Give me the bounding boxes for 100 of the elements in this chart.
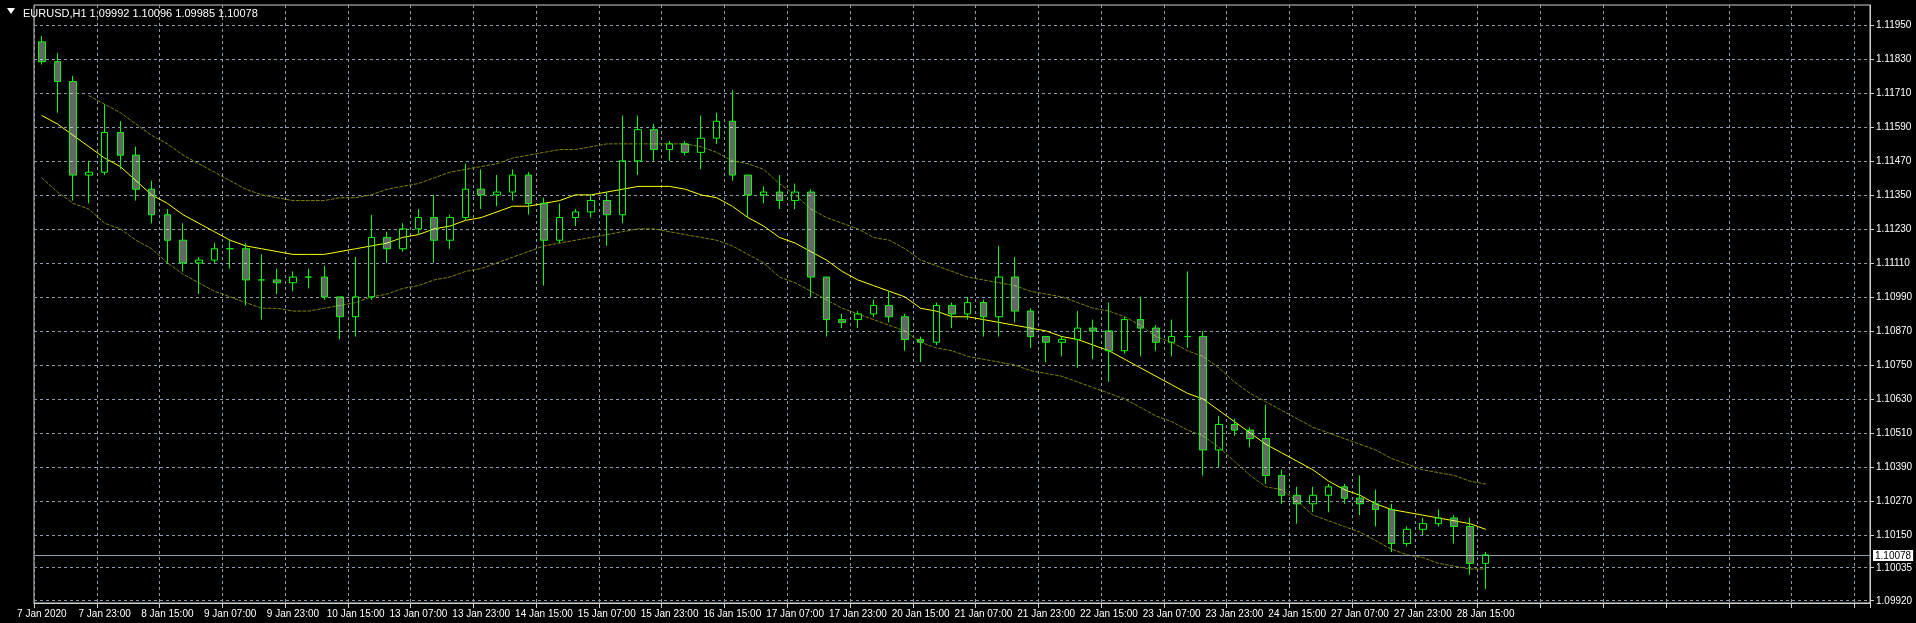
x-tick-label: 17 Jan 07:00 (766, 607, 825, 619)
x-tick-label: 15 Jan 23:00 (640, 607, 699, 619)
candlestick (242, 242, 250, 306)
candlestick (148, 180, 155, 224)
candlestick (760, 185, 767, 204)
candlestick (885, 290, 893, 323)
x-tick-label: 7 Jan 2020 (17, 607, 68, 619)
candlestick (211, 242, 218, 264)
candlestick (289, 270, 297, 292)
y-tick-label: 1.11590 (1876, 121, 1912, 133)
candlestick (477, 168, 485, 210)
x-tick-label: 16 Jan 15:00 (703, 607, 762, 619)
line-series (41, 177, 1487, 570)
candlestick (1121, 316, 1128, 355)
y-tick-label: 1.09920 (1876, 594, 1913, 606)
candlestick (681, 140, 689, 156)
ref-line-label: 1.10078 (1875, 549, 1912, 561)
candlestick (917, 336, 924, 363)
candlestick (744, 174, 752, 219)
candlestick (399, 222, 407, 253)
candlestick (1042, 336, 1050, 363)
candlestick (352, 256, 359, 338)
candlestick (619, 115, 626, 224)
x-tick-label: 13 Jan 23:00 (452, 607, 511, 619)
candlestick (1105, 302, 1113, 383)
candlestick (1058, 336, 1066, 357)
candlestick (38, 35, 46, 66)
x-tick-label: 14 Jan 15:00 (515, 607, 574, 619)
candlestick (823, 276, 830, 338)
candlestick (1356, 474, 1364, 516)
candlestick (1466, 517, 1474, 576)
candlestick (964, 296, 971, 321)
y-tick-label: 1.10390 (1876, 461, 1913, 473)
candlestick (117, 120, 124, 170)
candlestick (870, 299, 877, 318)
candlestick (854, 310, 862, 329)
candlestick (603, 191, 611, 247)
x-tick-label: 9 Jan 23:00 (266, 607, 320, 619)
candlestick (980, 299, 987, 338)
y-tick-label: 1.11110 (1876, 257, 1911, 269)
x-tick-label: 28 Jan 15:00 (1456, 607, 1515, 619)
candlestick (69, 75, 77, 202)
candlestick (226, 239, 234, 270)
y-tick-label: 1.10150 (1876, 529, 1913, 541)
candlestick (1325, 483, 1332, 513)
candlestick (791, 183, 799, 210)
candlestick (729, 89, 736, 182)
candlestick (132, 146, 140, 202)
candlestick (1137, 296, 1144, 357)
candlestick (54, 52, 61, 114)
candlestick (556, 202, 563, 244)
candlestick (1388, 503, 1395, 553)
candlestick (1403, 525, 1411, 547)
candlestick (634, 115, 642, 176)
candlestick (948, 302, 956, 329)
candlestick (1482, 551, 1489, 590)
candlestick (525, 171, 532, 216)
candlestick (540, 197, 548, 287)
candlestick (1435, 508, 1442, 527)
candlestick (493, 174, 501, 207)
x-tick-label: 27 Jan 23:00 (1393, 607, 1453, 619)
x-tick-label: 17 Jan 23:00 (828, 607, 888, 619)
candlestick (1168, 319, 1175, 357)
candlestick (572, 208, 579, 227)
candlestick (195, 256, 203, 295)
candlestick (462, 163, 469, 221)
candlestick (321, 265, 328, 301)
x-tick-label: 13 Jan 07:00 (389, 607, 448, 619)
candlestick (713, 112, 720, 145)
candlestick (430, 194, 438, 264)
candlestick (1450, 514, 1458, 544)
candlestick (587, 194, 595, 219)
y-tick-label: 1.10035 (1876, 562, 1913, 574)
y-tick-label: 1.10630 (1876, 393, 1913, 405)
candlestick (666, 140, 673, 162)
candlestick (776, 174, 783, 210)
x-tick-label: 10 Jan 15:00 (326, 607, 386, 619)
x-tick-label: 24 Jan 15:00 (1268, 607, 1327, 619)
candlestick (1074, 310, 1081, 369)
line-series (88, 95, 1487, 485)
candlestick (1293, 486, 1301, 525)
candlestick (509, 168, 516, 202)
candlestick (1372, 489, 1379, 527)
candlestick (101, 103, 108, 176)
y-tick-label: 1.11710 (1876, 87, 1912, 99)
candlestick (273, 268, 281, 295)
y-tick-label: 1.11350 (1876, 189, 1912, 201)
candlestick (1152, 324, 1160, 352)
x-tick-label: 27 Jan 07:00 (1331, 607, 1390, 619)
candlestick (1199, 330, 1207, 476)
y-tick-label: 1.10750 (1876, 359, 1913, 371)
candlestick (901, 313, 909, 352)
chart-title: EURUSD,H1 1.09992 1.10096 1.09985 1.10078 (23, 6, 258, 19)
candlestick (838, 313, 846, 329)
candlestick (1027, 307, 1034, 349)
candlestick (1011, 256, 1019, 323)
x-tick-label: 22 Jan 15:00 (1080, 607, 1139, 619)
candlestick (1341, 483, 1348, 505)
candlestick (1278, 469, 1285, 505)
candlestick (933, 302, 940, 346)
